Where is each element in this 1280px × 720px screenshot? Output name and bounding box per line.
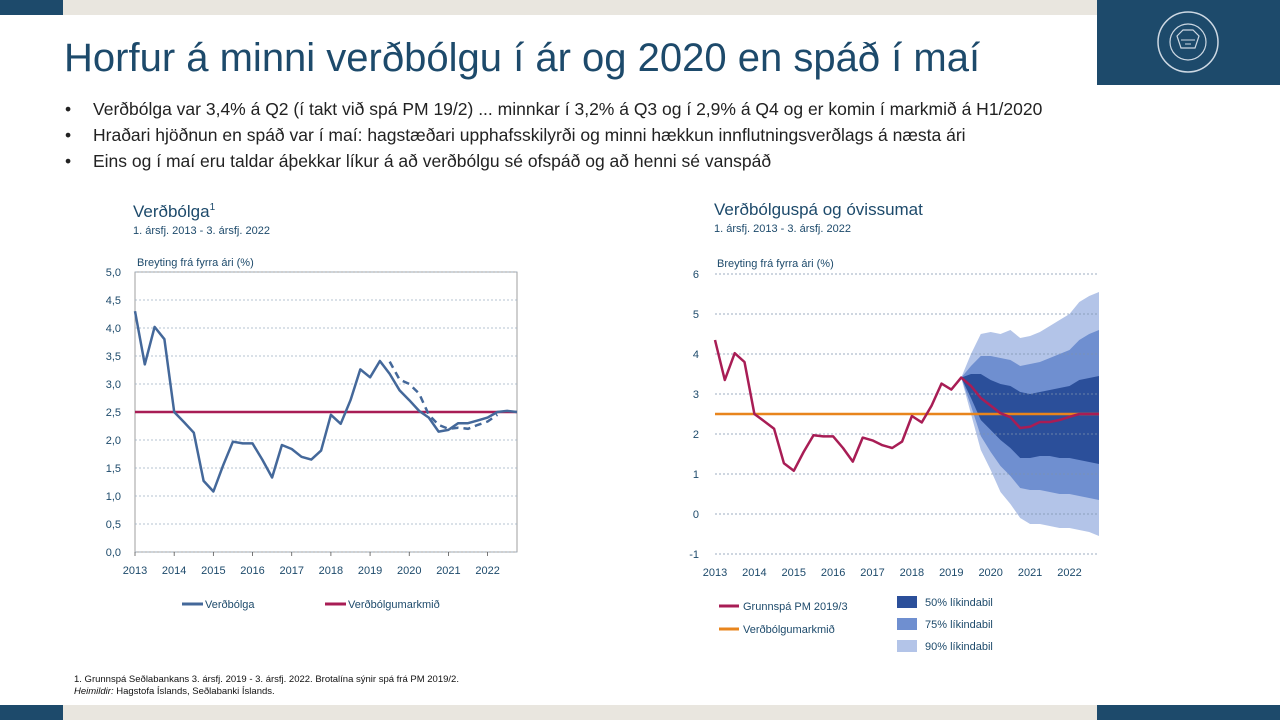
page-title: Horfur á minni verðbólgu í ár og 2020 en…: [64, 36, 981, 80]
x-tick-label: 2013: [123, 565, 147, 577]
legend-band50-swatch: [897, 596, 917, 608]
forecast-dashed-line: [388, 360, 499, 431]
y-tick-label: 0,5: [106, 519, 121, 531]
chart1-ylabel: Breyting frá fyrra ári (%): [137, 257, 254, 269]
bullet-item: Verðbólga var 3,4% á Q2 (í takt við spá …: [60, 96, 1042, 122]
forecast-chart: Verðbólguspá og óvissumat 1. ársfj. 2013…: [689, 200, 1099, 653]
legend-band90-swatch: [897, 640, 917, 652]
bullet-item: Eins og í maí eru taldar áþekkar líkur á…: [60, 148, 1042, 174]
x-tick-label: 2013: [703, 567, 727, 579]
footnote-text: 1. Grunnspá Seðlabankans 3. ársfj. 2019 …: [74, 674, 459, 685]
y-tick-label: 4,0: [106, 323, 121, 335]
legend-band75-swatch: [897, 618, 917, 630]
inflation-chart: Verðbólga1 1. ársfj. 2013 - 3. ársfj. 20…: [106, 202, 518, 611]
legend-band50: 50% líkindabil: [925, 597, 993, 609]
y-tick-label: 2,5: [106, 407, 121, 419]
y-tick-label: 1,0: [106, 491, 121, 503]
y-tick-label: 3,0: [106, 379, 121, 391]
x-tick-label: 2016: [240, 565, 264, 577]
chart1-legend: Verðbólga Verðbólgumarkmið: [182, 599, 440, 611]
x-tick-label: 2022: [475, 565, 499, 577]
x-tick-label: 2017: [279, 565, 303, 577]
y-tick-label: 4,5: [106, 295, 121, 307]
chart2-subtitle: 1. ársfj. 2013 - 3. ársfj. 2022: [714, 223, 851, 235]
y-tick-label: 5,0: [106, 267, 121, 279]
chart2-title: Verðbólguspá og óvissumat: [714, 200, 923, 219]
x-tick-label: 2014: [162, 565, 186, 577]
x-tick-label: 2018: [900, 567, 924, 579]
chart2-ylabel: Breyting frá fyrra ári (%): [717, 258, 834, 270]
x-tick-label: 2022: [1057, 567, 1081, 579]
x-tick-label: 2015: [201, 565, 225, 577]
sources-text: Hagstofa Íslands, Seðlabanki Íslands.: [113, 686, 275, 697]
y-tick-label: 3,5: [106, 351, 121, 363]
top-band: [63, 0, 1097, 15]
chart1-title: Verðbólga1: [133, 202, 216, 221]
legend-verdbolga: Verðbólga: [205, 599, 255, 611]
band-50: [961, 374, 1099, 464]
x-tick-label: 2018: [319, 565, 343, 577]
y-tick-label: 1: [693, 469, 699, 481]
y-tick-label: 2: [693, 429, 699, 441]
y-tick-label: 1,5: [106, 463, 121, 475]
top-left-accent: [0, 0, 63, 15]
legend-verdbolgumarkmid: Verðbólgumarkmið: [348, 599, 440, 611]
x-tick-label: 2015: [782, 567, 806, 579]
x-tick-label: 2020: [978, 567, 1002, 579]
x-tick-label: 2021: [436, 565, 460, 577]
x-tick-label: 2016: [821, 567, 845, 579]
sources-label: Heimildir:: [74, 686, 114, 697]
y-tick-label: -1: [689, 549, 699, 561]
sources: Heimildir: Hagstofa Íslands, Seðlabanki …: [74, 686, 459, 698]
x-tick-label: 2021: [1018, 567, 1042, 579]
legend-band75: 75% líkindabil: [925, 619, 993, 631]
bullet-item: Hraðari hjöðnun en spáð var í maí: hagst…: [60, 122, 1042, 148]
x-tick-label: 2020: [397, 565, 421, 577]
x-tick-label: 2019: [358, 565, 382, 577]
forecast-line: [713, 339, 1099, 473]
y-tick-label: 2,0: [106, 435, 121, 447]
legend-markmid: Verðbólgumarkmið: [743, 624, 835, 636]
y-tick-label: 5: [693, 309, 699, 321]
y-tick-label: 6: [693, 269, 699, 281]
inflation-line: [133, 310, 518, 493]
y-tick-label: 3: [693, 389, 699, 401]
legend-band90: 90% líkindabil: [925, 641, 993, 653]
central-bank-logo: [1097, 0, 1280, 85]
x-tick-label: 2017: [860, 567, 884, 579]
bottom-band: [63, 705, 1097, 720]
footnote: 1. Grunnspá Seðlabankans 3. ársfj. 2019 …: [74, 674, 459, 698]
chart1-subtitle: 1. ársfj. 2013 - 3. ársfj. 2022: [133, 225, 270, 237]
bullet-list: Verðbólga var 3,4% á Q2 (í takt við spá …: [60, 96, 1042, 174]
bottom-right-accent: [1097, 705, 1280, 720]
y-tick-label: 0: [693, 509, 699, 521]
bottom-left-accent: [0, 705, 63, 720]
x-tick-label: 2014: [742, 567, 766, 579]
y-tick-label: 4: [693, 349, 699, 361]
y-tick-label: 0,0: [106, 547, 121, 559]
seal-icon: [1157, 11, 1219, 73]
legend-grunnspa: Grunnspá PM 2019/3: [743, 601, 848, 613]
chart2-legend: Grunnspá PM 2019/3 Verðbólgumarkmið 50% …: [719, 596, 993, 653]
x-tick-label: 2019: [939, 567, 963, 579]
